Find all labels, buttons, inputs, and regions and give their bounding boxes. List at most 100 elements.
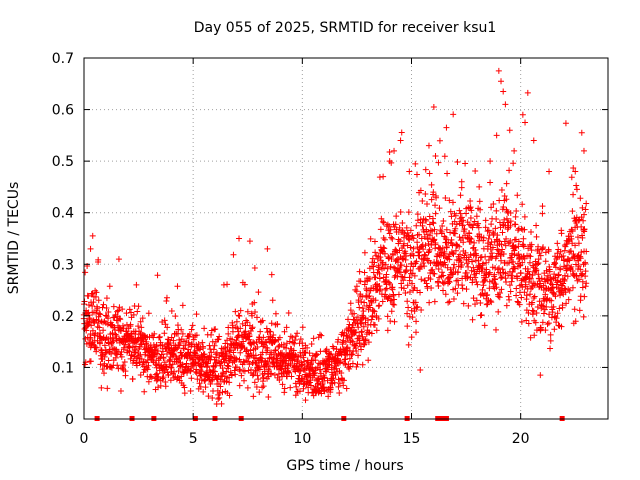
data-point: [368, 299, 375, 306]
data-point: [209, 369, 216, 376]
data-point: [163, 363, 170, 370]
data-point: [500, 204, 507, 211]
data-point: [195, 340, 202, 347]
data-point: [209, 376, 216, 383]
data-point: [253, 384, 260, 391]
data-point: [229, 336, 236, 343]
data-point: [318, 332, 325, 339]
outlier-point: [89, 232, 96, 239]
data-point: [560, 253, 567, 260]
x-tick-label: 15: [403, 431, 421, 447]
data-point: [414, 303, 421, 310]
data-point: [533, 222, 540, 229]
data-point: [503, 302, 510, 309]
data-point: [493, 207, 500, 214]
data-point: [119, 306, 126, 313]
data-point: [503, 180, 510, 187]
data-point: [447, 274, 454, 281]
data-point: [503, 215, 510, 222]
data-point: [391, 301, 398, 308]
data-point: [568, 226, 575, 233]
data-point: [484, 228, 491, 235]
data-point: [95, 258, 102, 265]
data-point: [174, 358, 181, 365]
data-point: [379, 298, 386, 305]
data-point: [219, 350, 226, 357]
data-point: [109, 339, 116, 346]
data-point: [534, 303, 541, 310]
data-point: [503, 196, 510, 203]
data-point: [446, 256, 453, 263]
data-point: [387, 263, 394, 270]
data-point: [114, 362, 121, 369]
data-point: [378, 215, 385, 222]
data-point: [473, 270, 480, 277]
data-point: [503, 278, 510, 285]
data-point: [342, 356, 349, 363]
data-point: [93, 289, 100, 296]
data-point: [135, 323, 142, 330]
data-point: [222, 340, 229, 347]
data-point: [482, 274, 489, 281]
data-point: [112, 331, 119, 338]
data-point: [426, 232, 433, 239]
data-point: [218, 400, 225, 407]
data-point: [477, 291, 484, 298]
data-point: [521, 289, 528, 296]
data-point: [251, 299, 258, 306]
data-point: [473, 278, 480, 285]
data-point: [482, 224, 489, 231]
data-point: [360, 308, 367, 315]
data-point: [491, 271, 498, 278]
data-point: [438, 249, 445, 256]
data-point: [391, 264, 398, 271]
data-point: [386, 148, 393, 155]
data-point: [520, 235, 527, 242]
data-point: [193, 332, 200, 339]
data-point: [477, 206, 484, 213]
data-point: [365, 339, 372, 346]
data-point: [160, 355, 167, 362]
outlier-point: [506, 127, 513, 134]
data-point: [223, 368, 230, 375]
data-point: [563, 300, 570, 307]
data-point: [582, 259, 589, 266]
data-point: [162, 383, 169, 390]
data-point: [496, 289, 503, 296]
data-point: [201, 353, 208, 360]
data-point: [288, 373, 295, 380]
data-point: [525, 309, 532, 316]
data-point: [397, 237, 404, 244]
axis-tick-labels: 0 5 10 15 20 0 0.1 0.2 0.3 0.4 0.5 0.6 0.7: [52, 51, 530, 447]
data-point: [299, 361, 306, 368]
data-point: [196, 380, 203, 387]
data-point: [546, 266, 553, 273]
data-point: [179, 361, 186, 368]
data-point: [206, 342, 213, 349]
data-point: [416, 252, 423, 259]
data-point: [291, 340, 298, 347]
data-point: [380, 219, 387, 226]
data-point: [561, 285, 568, 292]
data-point: [496, 219, 503, 226]
data-point: [143, 359, 150, 366]
data-point: [458, 214, 465, 221]
data-point: [515, 238, 522, 245]
data-point: [162, 321, 169, 328]
data-point: [95, 320, 102, 327]
data-point: [434, 279, 441, 286]
data-point: [454, 290, 461, 297]
data-point: [96, 324, 103, 331]
data-point: [521, 226, 528, 233]
data-point: [496, 197, 503, 204]
data-point: [183, 360, 190, 367]
data-point: [220, 369, 227, 376]
data-point: [343, 385, 350, 392]
data-point: [449, 250, 456, 257]
data-point: [487, 179, 494, 186]
data-point: [512, 221, 519, 228]
data-point: [382, 261, 389, 268]
data-point: [145, 378, 152, 385]
data-point: [135, 303, 142, 310]
data-point: [381, 265, 388, 272]
